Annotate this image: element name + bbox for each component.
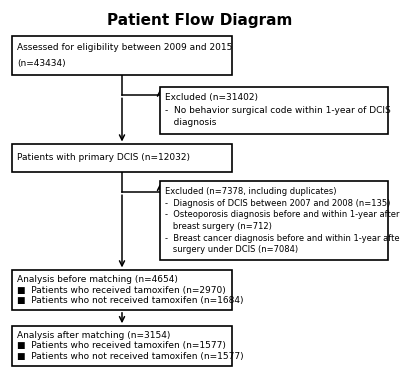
FancyBboxPatch shape [12,326,232,366]
Text: -  Diagnosis of DCIS between 2007 and 2008 (n=135): - Diagnosis of DCIS between 2007 and 200… [165,199,390,207]
Text: Analysis after matching (n=3154): Analysis after matching (n=3154) [17,331,170,340]
Text: -  Osteoporosis diagnosis before and within 1-year after: - Osteoporosis diagnosis before and with… [165,210,399,219]
Text: ■  Patients who not received tamoxifen (n=1684): ■ Patients who not received tamoxifen (n… [17,296,243,305]
Text: ■  Patients who received tamoxifen (n=2970): ■ Patients who received tamoxifen (n=297… [17,286,226,294]
FancyBboxPatch shape [12,36,232,75]
Text: -  Breast cancer diagnosis before and within 1-year after: - Breast cancer diagnosis before and wit… [165,234,400,242]
Text: surgery under DCIS (n=7084): surgery under DCIS (n=7084) [165,245,298,254]
FancyBboxPatch shape [12,270,232,310]
Text: Patients with primary DCIS (n=12032): Patients with primary DCIS (n=12032) [17,153,190,162]
Text: Excluded (n=7378, including duplicates): Excluded (n=7378, including duplicates) [165,187,336,196]
Text: -  No behavior surgical code within 1-year of DCIS: - No behavior surgical code within 1-yea… [165,106,390,115]
Text: (n=43434): (n=43434) [17,59,66,68]
Text: breast surgery (n=712): breast surgery (n=712) [165,222,272,231]
Text: Assessed for eligibility between 2009 and 2015: Assessed for eligibility between 2009 an… [17,43,232,52]
Text: Analysis before matching (n=4654): Analysis before matching (n=4654) [17,276,178,284]
FancyBboxPatch shape [12,144,232,172]
Text: ■  Patients who not received tamoxifen (n=1577): ■ Patients who not received tamoxifen (n… [17,352,244,360]
Text: ■  Patients who received tamoxifen (n=1577): ■ Patients who received tamoxifen (n=157… [17,342,226,350]
Text: Patient Flow Diagram: Patient Flow Diagram [107,13,293,28]
FancyBboxPatch shape [160,87,388,134]
Text: Excluded (n=31402): Excluded (n=31402) [165,93,258,102]
FancyBboxPatch shape [160,181,388,260]
Text: diagnosis: diagnosis [165,118,216,127]
